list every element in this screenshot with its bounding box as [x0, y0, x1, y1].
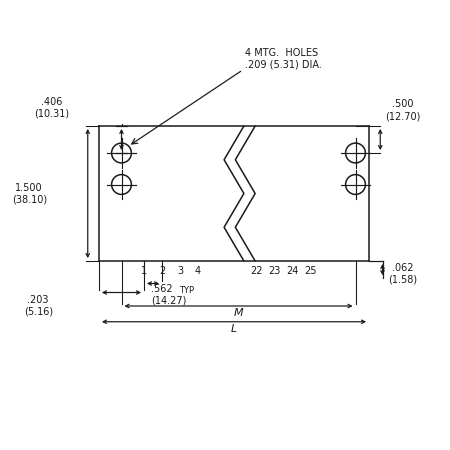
Text: 3: 3	[177, 266, 183, 275]
Text: TYP: TYP	[179, 286, 194, 295]
Text: 4 MTG.  HOLES
.209 (5.31) DIA.: 4 MTG. HOLES .209 (5.31) DIA.	[245, 48, 322, 70]
Text: M: M	[234, 308, 243, 318]
Text: .562
(14.27): .562 (14.27)	[151, 284, 186, 306]
Text: .500
(12.70): .500 (12.70)	[385, 99, 420, 121]
Text: 22: 22	[250, 266, 263, 275]
Text: .062
(1.58): .062 (1.58)	[388, 263, 417, 285]
Text: 24: 24	[286, 266, 299, 275]
Text: 1.500
(38.10): 1.500 (38.10)	[12, 183, 47, 204]
Text: 23: 23	[268, 266, 281, 275]
Text: 1: 1	[141, 266, 147, 275]
Text: .203
(5.16): .203 (5.16)	[24, 295, 53, 317]
Text: 2: 2	[159, 266, 165, 275]
Text: L: L	[231, 324, 237, 334]
Text: .406
(10.31): .406 (10.31)	[34, 97, 69, 119]
Text: 25: 25	[304, 266, 317, 275]
Text: 4: 4	[195, 266, 201, 275]
